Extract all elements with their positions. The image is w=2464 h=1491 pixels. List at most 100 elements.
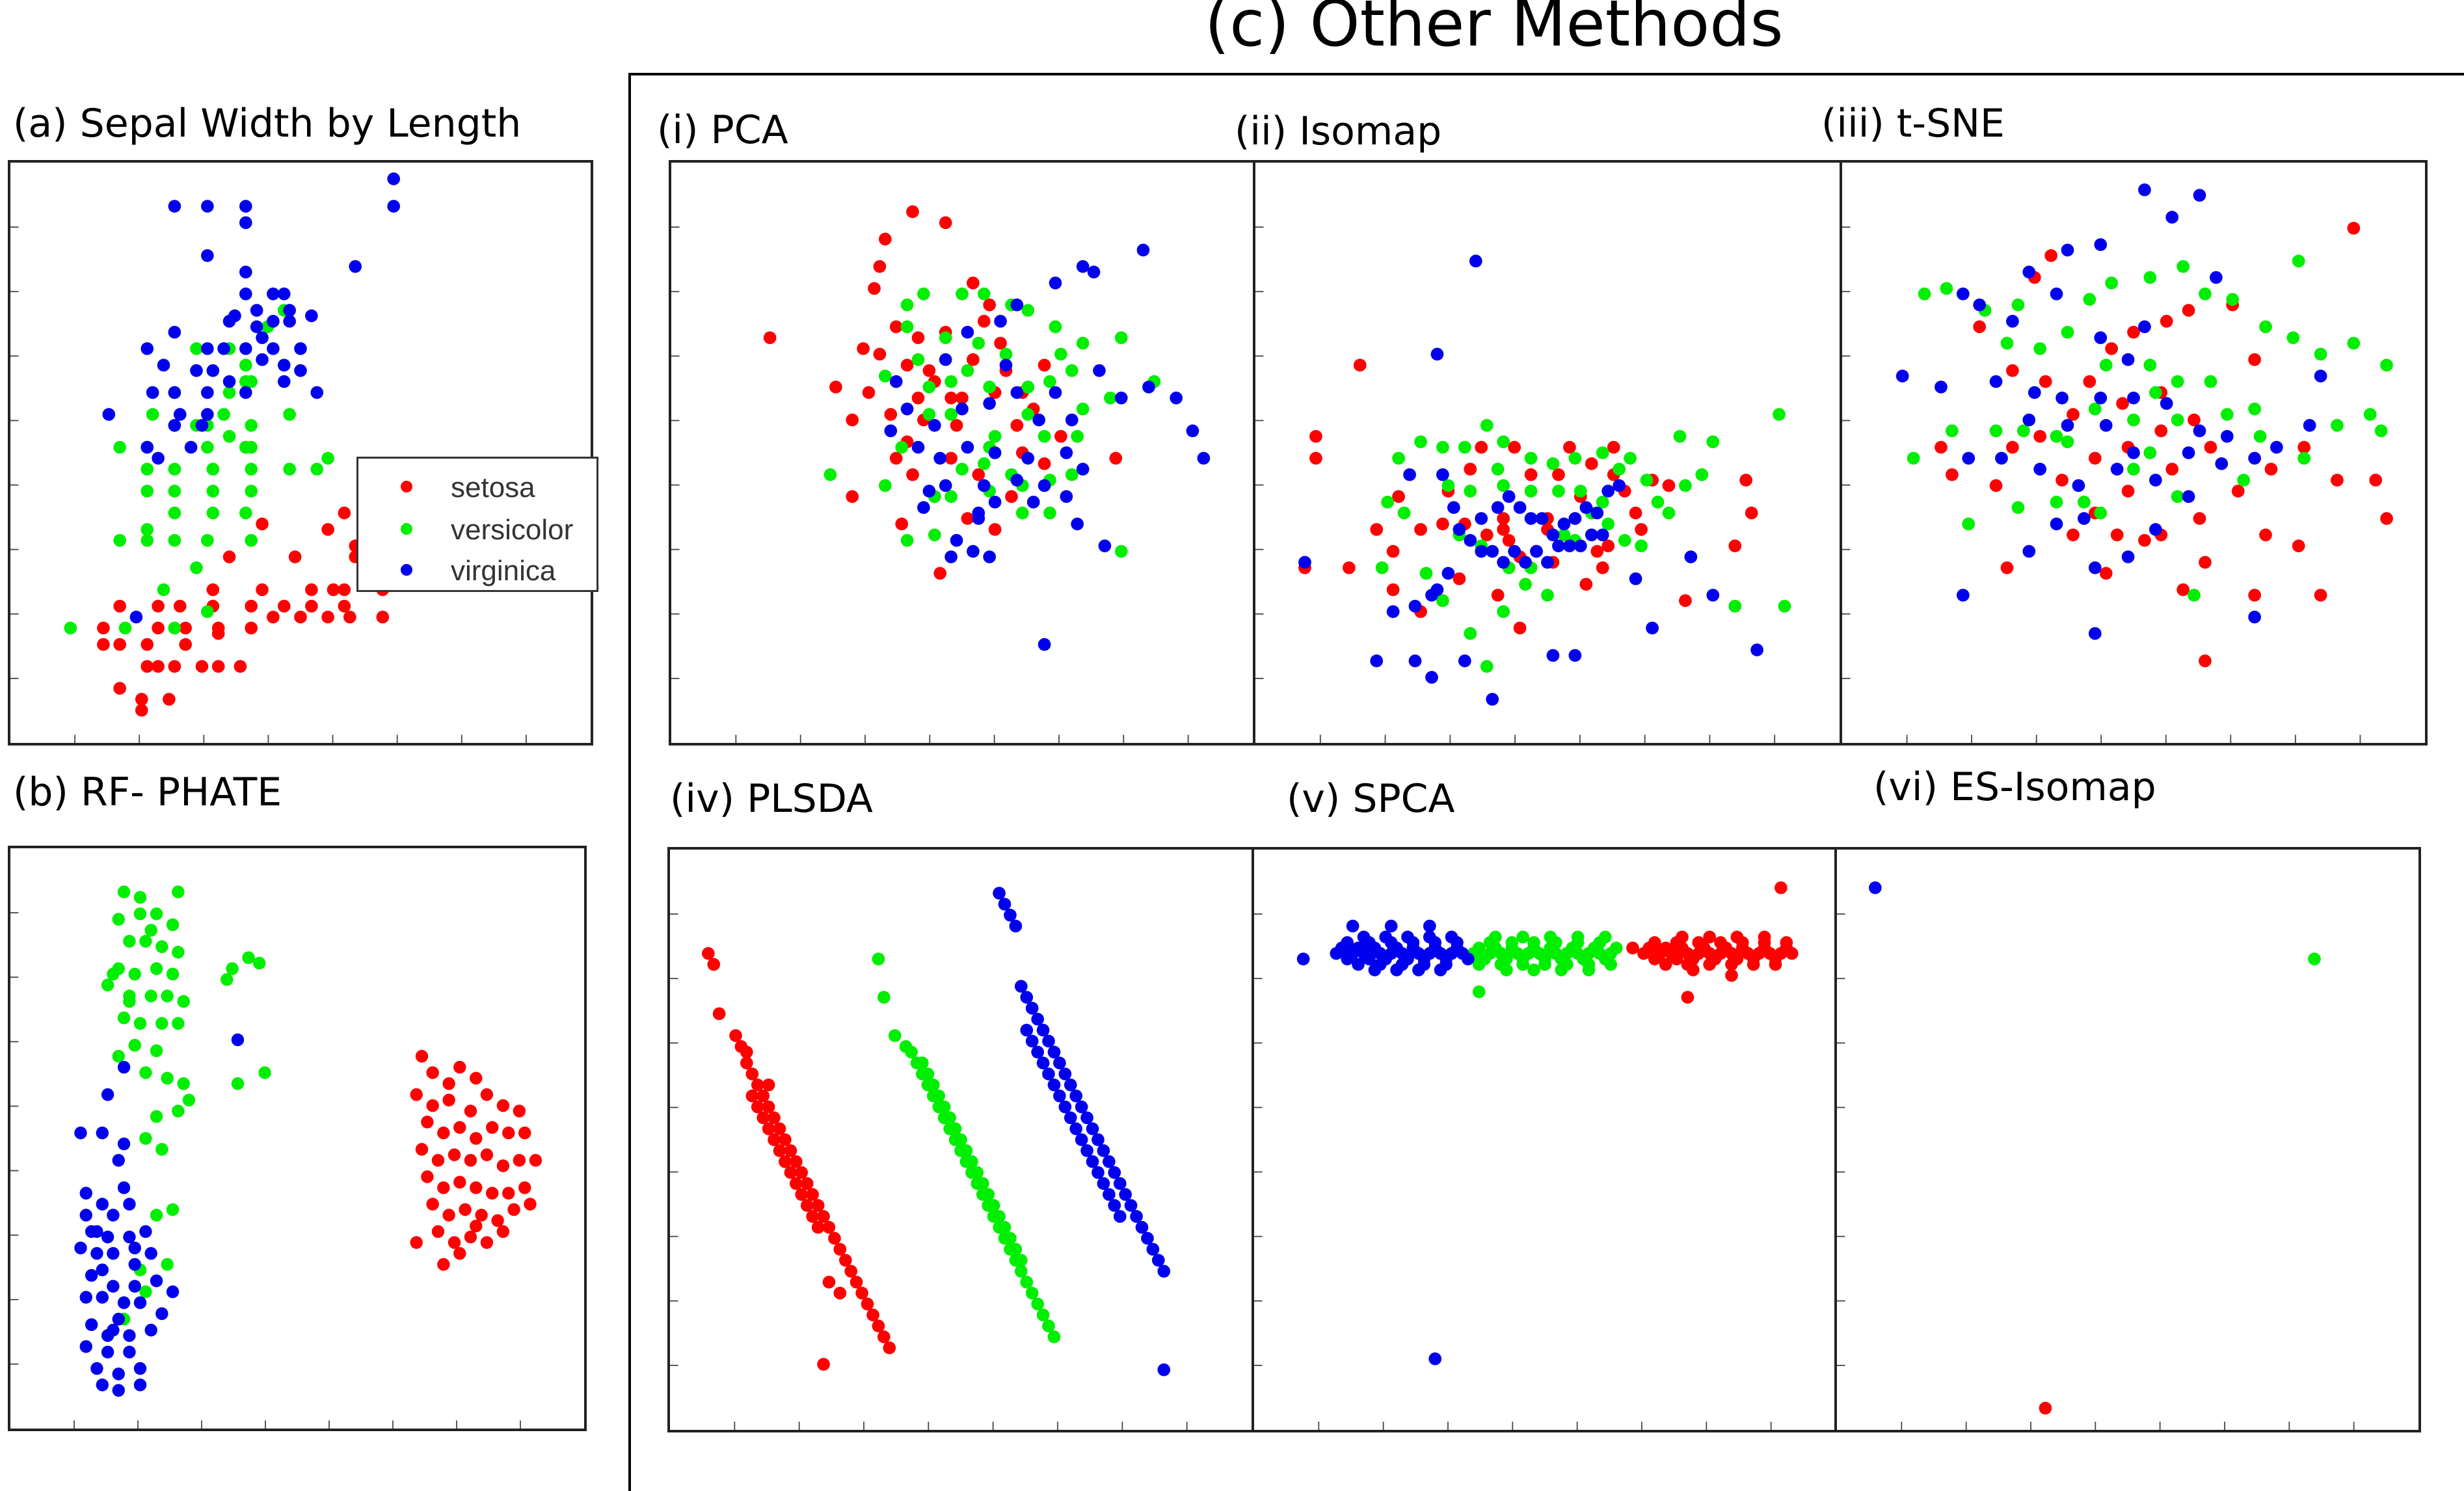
data-point-virginica xyxy=(1142,381,1155,394)
data-point-virginica xyxy=(133,1296,147,1310)
data-point-versicolor xyxy=(961,364,974,377)
data-point-setosa xyxy=(1370,523,1384,536)
data-point-versicolor xyxy=(146,408,159,421)
data-point-setosa xyxy=(464,1153,477,1167)
data-point-setosa xyxy=(1585,457,1598,470)
data-point-setosa xyxy=(1309,429,1322,443)
data-point-versicolor xyxy=(133,1017,147,1030)
data-point-virginica xyxy=(107,1209,120,1222)
data-point-virginica xyxy=(961,440,974,454)
data-point-virginica xyxy=(950,533,963,547)
data-point-versicolor xyxy=(161,1257,174,1271)
data-point-virginica xyxy=(956,402,969,416)
data-point-setosa xyxy=(789,1155,803,1168)
data-point-versicolor xyxy=(917,287,930,301)
data-point-setosa xyxy=(1703,958,1717,971)
data-point-versicolor xyxy=(2105,276,2118,289)
data-point-versicolor xyxy=(1946,424,1959,438)
data-point-virginica xyxy=(173,408,187,421)
data-point-versicolor xyxy=(2016,424,2030,438)
data-point-virginica xyxy=(2127,446,2140,459)
data-point-versicolor xyxy=(139,1285,152,1298)
data-point-virginica xyxy=(1425,671,1438,684)
data-point-setosa xyxy=(173,599,187,613)
data-point-versicolor xyxy=(1472,958,1486,971)
data-point-setosa xyxy=(2204,440,2217,454)
data-point-setosa xyxy=(448,1148,461,1162)
data-point-virginica xyxy=(1197,451,1211,465)
data-point-virginica xyxy=(1629,572,1642,585)
data-point-setosa xyxy=(961,512,974,525)
data-point-virginica xyxy=(1042,1068,1055,1081)
data-point-virginica xyxy=(1895,369,1909,383)
data-point-setosa xyxy=(211,621,225,635)
data-point-virginica xyxy=(250,304,263,317)
data-point-setosa xyxy=(152,621,165,635)
data-point-setosa xyxy=(2006,440,2019,454)
data-point-setosa xyxy=(1626,941,1639,955)
data-point-setosa xyxy=(757,1111,770,1125)
data-point-versicolor xyxy=(1464,627,1477,640)
data-point-virginica xyxy=(911,440,925,454)
data-point-setosa xyxy=(152,660,165,673)
data-point-setosa xyxy=(2264,463,2278,476)
data-point-virginica xyxy=(1956,589,1970,602)
data-point-virginica xyxy=(256,331,269,345)
data-point-setosa xyxy=(855,1286,868,1300)
data-point-versicolor xyxy=(2000,336,2014,350)
data-point-virginica xyxy=(1513,501,1527,515)
data-point-virginica xyxy=(1064,1078,1077,1092)
data-point-setosa xyxy=(1386,544,1400,558)
data-point-setosa xyxy=(1038,358,1051,372)
data-point-setosa xyxy=(895,517,909,531)
data-point-virginica xyxy=(101,1230,114,1244)
data-point-setosa xyxy=(883,1341,896,1354)
data-point-versicolor xyxy=(1397,506,1411,520)
data-point-setosa xyxy=(757,1089,770,1103)
data-point-versicolor xyxy=(2143,271,2157,284)
data-point-virginica xyxy=(201,249,214,262)
data-point-versicolor xyxy=(242,951,255,964)
data-point-versicolor xyxy=(1014,1265,1028,1278)
data-point-setosa xyxy=(944,391,957,405)
data-point-virginica xyxy=(139,1225,152,1238)
data-point-versicolor xyxy=(1582,963,1596,976)
data-point-versicolor xyxy=(932,1089,946,1103)
data-point-setosa xyxy=(415,1143,429,1156)
data-point-versicolor xyxy=(1962,517,1975,531)
data-point-setosa xyxy=(2000,561,2014,574)
data-point-virginica xyxy=(256,353,269,366)
data-point-setosa xyxy=(338,599,351,613)
data-point-versicolor xyxy=(900,298,914,312)
data-point-setosa xyxy=(410,1236,423,1249)
data-point-versicolor xyxy=(161,1071,174,1085)
data-point-setosa xyxy=(496,1099,510,1112)
data-point-virginica xyxy=(387,200,400,213)
data-point-virginica xyxy=(889,375,903,388)
data-point-versicolor xyxy=(1076,402,1090,416)
data-point-setosa xyxy=(1725,958,1738,971)
data-point-virginica xyxy=(117,1060,131,1074)
data-point-virginica xyxy=(1004,908,1017,922)
data-point-versicolor xyxy=(1414,435,1427,448)
data-point-versicolor xyxy=(895,440,909,454)
data-point-virginica xyxy=(96,1291,109,1304)
data-point-versicolor xyxy=(239,358,252,372)
data-point-virginica xyxy=(1390,963,1403,976)
data-point-setosa xyxy=(1436,517,1449,531)
data-point-virginica xyxy=(1064,1111,1077,1125)
data-point-virginica xyxy=(1486,544,1499,558)
data-point-virginica xyxy=(1157,1363,1171,1377)
data-point-virginica xyxy=(999,358,1013,372)
data-point-virginica xyxy=(101,1329,114,1342)
data-point-versicolor xyxy=(2083,293,2096,306)
data-point-setosa xyxy=(513,1105,526,1118)
data-point-versicolor xyxy=(168,506,181,520)
data-point-versicolor xyxy=(1609,941,1623,955)
data-point-setosa xyxy=(2110,528,2124,542)
data-point-setosa xyxy=(470,1071,483,1085)
data-point-setosa xyxy=(1524,468,1538,481)
panel-title-b: (b) RF- PHATE xyxy=(13,770,282,815)
data-point-setosa xyxy=(857,342,870,355)
data-point-virginica xyxy=(1557,517,1571,531)
